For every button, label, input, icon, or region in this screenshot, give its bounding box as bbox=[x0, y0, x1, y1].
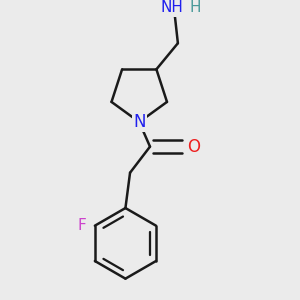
Text: N: N bbox=[133, 113, 146, 131]
Text: O: O bbox=[188, 138, 200, 156]
Text: H: H bbox=[189, 0, 200, 15]
Text: F: F bbox=[78, 218, 86, 233]
Text: NH: NH bbox=[160, 0, 183, 15]
